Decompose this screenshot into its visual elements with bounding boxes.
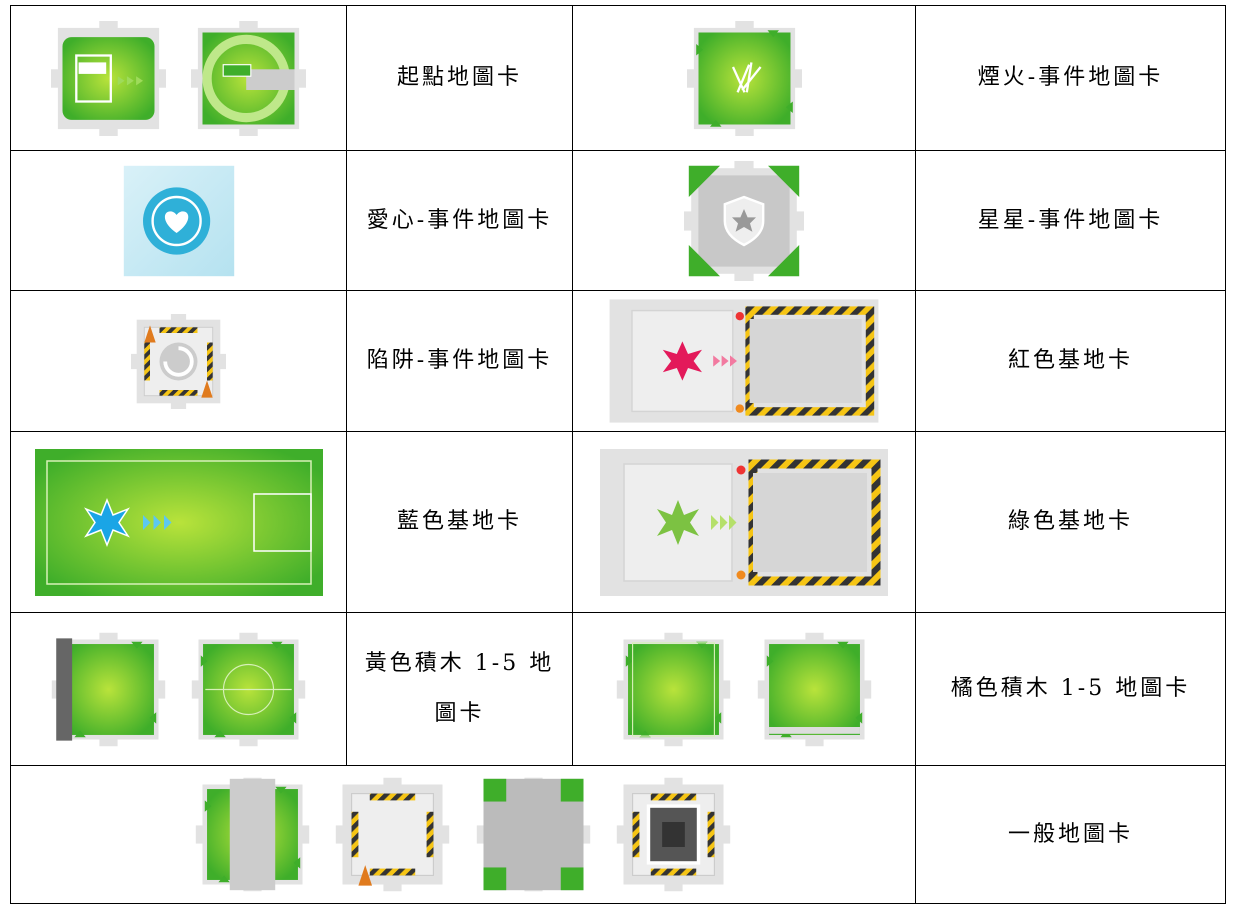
image-cell: [572, 5, 916, 151]
cross-card-image: [476, 777, 590, 892]
image-cell: [572, 150, 916, 291]
card-label: 起點地圖卡: [346, 5, 573, 151]
image-cell: [572, 612, 916, 766]
yellow-block-card-image: [191, 627, 306, 752]
heart-card-image: [123, 165, 234, 276]
image-cell: [10, 431, 347, 613]
orange-block-card-image: [757, 627, 872, 752]
image-cell: [10, 765, 916, 904]
image-cell: [10, 290, 347, 432]
start-card-image: [51, 21, 166, 136]
road-card-image: [195, 772, 310, 897]
start-card-image: [191, 21, 306, 136]
card-label: 愛心-事件地圖卡: [346, 150, 573, 291]
orange-block-card-image: [616, 627, 731, 752]
card-label: 星星-事件地圖卡: [915, 150, 1226, 291]
card-label: 綠色基地卡: [915, 431, 1226, 613]
card-label: 一般地圖卡: [915, 765, 1226, 904]
blue-base-card-image: [34, 448, 323, 596]
image-cell: [572, 290, 916, 432]
firework-card-image: [687, 21, 802, 136]
red-base-card-image: [609, 299, 879, 423]
trap-card-image: [131, 314, 226, 409]
yellow-block-card-image: [51, 627, 166, 752]
card-label: 紅色基地卡: [915, 290, 1226, 432]
map-card-table: 起點地圖卡 煙火-事件地圖卡 愛心-事件地圖卡 星星-事件地圖卡 陷阱-事件地圖…: [10, 5, 1226, 904]
image-cell: [10, 5, 347, 151]
image-cell: [10, 612, 347, 766]
card-label: 黃色積木 1-5 地圖卡: [346, 612, 573, 766]
card-label: 陷阱-事件地圖卡: [346, 290, 573, 432]
card-label: 橘色積木 1-5 地圖卡: [915, 612, 1226, 766]
green-base-card-image: [600, 448, 888, 596]
card-label: 煙火-事件地圖卡: [915, 5, 1226, 151]
cone-card-image: [335, 772, 450, 897]
image-cell: [10, 150, 347, 291]
tunnel-card-image: [616, 772, 731, 897]
image-cell: [572, 431, 916, 613]
star-card-image: [684, 161, 804, 281]
card-label: 藍色基地卡: [346, 431, 573, 613]
